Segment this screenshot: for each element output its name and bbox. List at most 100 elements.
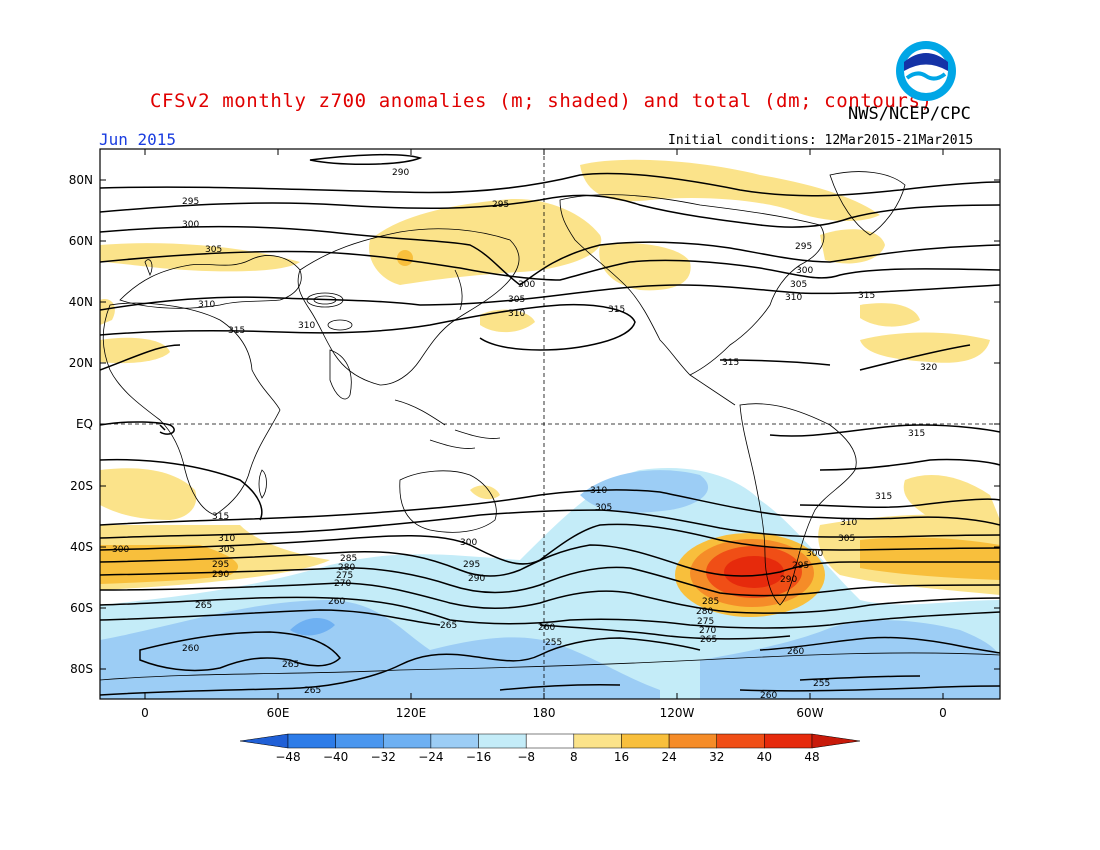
lon-label: 180 [533,706,556,720]
contour-label: 295 [795,242,812,252]
anomaly-shade-n-pacific [480,309,535,333]
contour-label: 300 [112,545,129,555]
lat-label: 80N [69,173,93,187]
colorbar-swatch [764,733,813,749]
lat-label: 40S [70,540,93,554]
contour-label: 305 [595,503,612,513]
colorbar-swatch [287,733,336,749]
colorbar-swatch [430,733,479,749]
contour-label: 310 [840,518,857,528]
contour-label: 265 [700,635,717,645]
contour-label: 315 [908,429,925,439]
chart-title: CFSv2 monthly z700 anomalies (m; shaded)… [150,90,933,112]
anomaly-shade-arctic [580,159,880,222]
contour-label: 285 [340,554,357,564]
contour-label: 305 [205,245,222,255]
height-contours [100,153,1000,696]
contour-label: 300 [518,280,535,290]
colorbar-swatch [383,733,432,749]
initial-conditions: Initial conditions: 12Mar2015-21Mar2015 [668,133,974,148]
agency-label: NWS/NCEP/CPC [848,104,971,124]
contour-label: 290 [780,575,797,585]
anomaly-shade-siberia-core [397,250,413,266]
colorbar-tick-label: 8 [570,750,578,764]
colorbar-tick-label: 48 [804,750,819,764]
lat-label: 60N [69,234,93,248]
contour-label: 310 [298,321,315,331]
lon-label: 120W [660,706,695,720]
anomaly-shade-s-pacific-48 [724,556,784,588]
contour-label: 275 [697,617,714,627]
colorbar-swatch [716,733,765,749]
contour-label: 315 [722,358,739,368]
colorbar-tick-label: −48 [275,750,300,764]
colorbar-swatch [621,733,670,749]
lat-label: 20S [70,479,93,493]
contour-label: 290 [212,570,229,580]
colorbar-swatch [573,733,622,749]
contour-labels: 290 295 295 300 305 295 300 305 310 315 … [112,168,937,699]
contour-label: 280 [338,563,355,573]
contour-label: 270 [699,626,716,636]
contour-label: 265 [304,686,321,696]
contour-label: 265 [282,660,299,670]
colorbar-tick-label: 16 [614,750,629,764]
lat-label: 80S [70,662,93,676]
contour-label: 310 [508,309,525,319]
contour-label: 305 [218,545,235,555]
contour-label: 300 [460,538,477,548]
lon-label: 0 [141,706,149,720]
colorbar-tick-label: 32 [709,750,724,764]
colorbar-swatch [668,733,717,749]
contour-label: 295 [792,561,809,571]
anomaly-shade-n-atlantic-e [820,229,885,264]
contour-label: 265 [195,601,212,611]
contour-label: 295 [463,560,480,570]
contour-label: 255 [813,679,830,689]
contour-label: 315 [228,326,245,336]
colorbar-tick-label: −24 [418,750,443,764]
anomaly-shade-n-atlantic [100,243,300,272]
anomaly-shade-india [470,485,500,500]
contour-label: 315 [608,305,625,315]
contour-label: 305 [790,280,807,290]
colorbar-tick-label: −32 [371,750,396,764]
contour-label: 290 [392,168,409,178]
lon-label: 0 [939,706,947,720]
lon-label: 120E [396,706,427,720]
contour-label: 260 [787,647,804,657]
contour-label: 300 [796,266,813,276]
contour-label: 305 [508,295,525,305]
contour-label: 260 [538,623,555,633]
lat-label: 20N [69,356,93,370]
contour-label: 305 [838,534,855,544]
contour-label: 310 [198,300,215,310]
lon-label: 60E [267,706,290,720]
contour-label: 295 [212,560,229,570]
colorbar: −48 −40 −32 −24 −16 −8 8 16 24 32 40 48 [239,733,861,764]
contour-label: 285 [702,597,719,607]
contour-label: 300 [806,549,823,559]
contour-label: 280 [696,607,713,617]
contour-label: 310 [590,486,607,496]
contour-label: 310 [785,293,802,303]
contour-label: 260 [328,597,345,607]
contour-label: 270 [334,579,351,589]
colorbar-swatch [478,733,527,749]
anomaly-shade-s-africa [100,468,197,520]
colorbar-swatch [525,733,575,749]
contour-label: 255 [545,638,562,648]
lat-label: 60S [70,601,93,615]
noaa-logo-icon [896,41,956,101]
contour-label: 260 [182,644,199,654]
anomaly-shade-south-atlantic [903,475,1000,520]
contour-label: 315 [858,291,875,301]
colorbar-tick-label: −16 [466,750,491,764]
forecast-period: Jun 2015 [99,130,177,149]
contour-label: 310 [218,534,235,544]
contour-label: 300 [182,220,199,230]
contour-label: 265 [440,621,457,631]
latitude-axis: 80N 60N 40N 20N EQ 20S 40S 60S 80S [69,173,1000,676]
colorbar-tick-label: 24 [661,750,676,764]
